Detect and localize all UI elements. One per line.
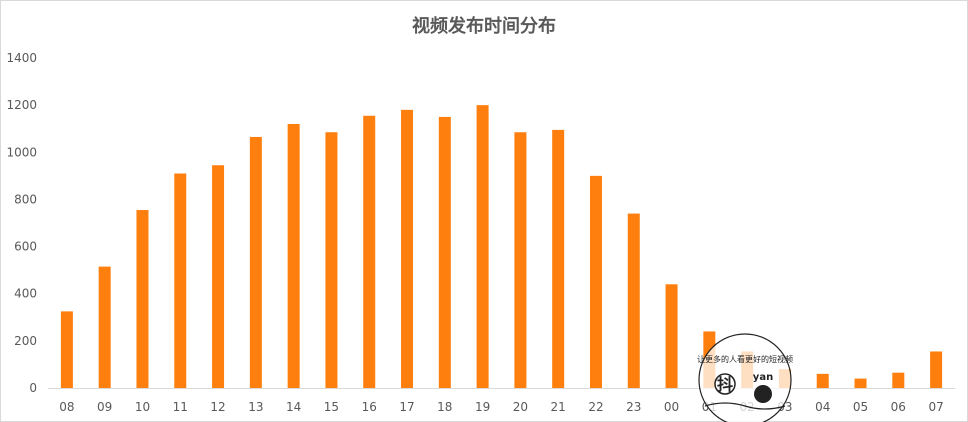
watermark-seal (698, 333, 792, 422)
x-tick-label: 17 (399, 400, 414, 414)
watermark-wave (704, 402, 786, 410)
bar-08 (60, 311, 73, 388)
x-tick-label: 10 (135, 400, 150, 414)
y-tick-label: 1400 (6, 51, 37, 65)
bar-09 (98, 266, 111, 388)
bar-07 (930, 351, 943, 388)
bar-14 (287, 124, 300, 388)
x-tick-label: 12 (210, 400, 225, 414)
x-tick-label: 18 (437, 400, 452, 414)
y-tick-label: 600 (14, 240, 37, 254)
y-tick-label: 1000 (6, 145, 37, 159)
x-tick-label: 21 (551, 400, 566, 414)
watermark-slogan: 让更多的人看更好的短视频 (697, 354, 793, 364)
y-tick-label: 800 (14, 192, 37, 206)
x-tick-label: 14 (286, 400, 301, 414)
x-tick-label: 13 (248, 400, 263, 414)
bar-13 (249, 136, 262, 388)
bar-04 (816, 373, 829, 388)
x-tick-label: 00 (664, 400, 679, 414)
bar-05 (854, 378, 867, 388)
y-tick-label: 1200 (6, 98, 37, 112)
x-tick-label: 23 (626, 400, 641, 414)
bar-23 (627, 213, 640, 388)
x-tick-label: 07 (928, 400, 943, 414)
bar-21 (552, 129, 565, 388)
x-tick-label: 05 (853, 400, 868, 414)
x-tick-label: 06 (891, 400, 906, 414)
bar-15 (325, 132, 338, 388)
bar-22 (589, 175, 602, 388)
x-tick-label: 15 (324, 400, 339, 414)
bar-10 (136, 210, 149, 388)
x-tick-label: 08 (59, 400, 74, 414)
y-tick-label: 400 (14, 287, 37, 301)
chart-title: 视频发布时间分布 (412, 16, 556, 37)
x-tick-label: 11 (173, 400, 188, 414)
bar-00 (665, 284, 678, 388)
bar-17 (401, 109, 414, 388)
bar-11 (174, 173, 187, 388)
bar-18 (438, 116, 451, 388)
x-tick-label: 22 (588, 400, 603, 414)
watermark-dot-left (714, 373, 736, 395)
x-tick-label: 20 (513, 400, 528, 414)
x-tick-label: 09 (97, 400, 112, 414)
watermark-brand-left: 抖 (717, 375, 733, 394)
bar-19 (476, 105, 489, 389)
watermark: 让更多的人看更好的短视频 抖 yan (697, 333, 793, 422)
bar-06 (892, 372, 905, 388)
y-tick-label: 0 (29, 381, 37, 395)
x-tick-label: 16 (362, 400, 377, 414)
bar-16 (363, 115, 376, 388)
bar-20 (514, 132, 527, 388)
bars (60, 105, 943, 389)
watermark-brand-right: yan (753, 372, 773, 383)
y-axis-ticks: 0 200 400 600 800 1000 1200 1400 (6, 51, 37, 395)
watermark-dot-right (754, 385, 772, 403)
bar-12 (212, 165, 225, 388)
x-tick-label: 19 (475, 400, 490, 414)
x-axis-ticks: 0809101112131415161718192021222300010203… (59, 400, 943, 414)
x-tick-label: 04 (815, 400, 830, 414)
y-tick-label: 200 (14, 334, 37, 348)
